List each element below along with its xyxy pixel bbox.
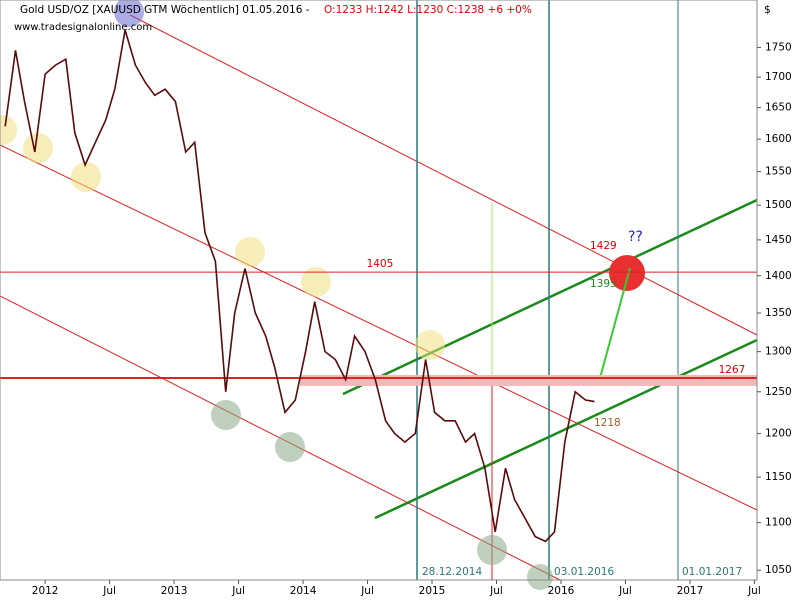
y-tick-label: 1500 [765, 199, 792, 211]
watermark: www.tradesignalonline.com [14, 22, 152, 33]
y-tick-label: 1100 [765, 517, 792, 529]
annotation: 1395 [590, 278, 617, 290]
x-tick-label: 2012 [32, 585, 59, 597]
x-tick-label: Jul [489, 585, 503, 597]
annotation: 1429 [590, 240, 617, 252]
date-label: 01.01.2017 [682, 566, 742, 578]
circle [23, 133, 53, 163]
circle [71, 162, 101, 192]
y-tick-label: 1600 [765, 133, 792, 145]
x-tick-label: Jul [360, 585, 374, 597]
y-tick-label: 1350 [765, 307, 792, 319]
x-tick-label: 2016 [548, 585, 575, 597]
y-tick-label: 1050 [765, 564, 792, 576]
x-tick-label: Jul [102, 585, 116, 597]
y-tick-label: 1650 [765, 102, 792, 114]
circle [477, 535, 507, 565]
x-tick-label: 2013 [161, 585, 188, 597]
x-tick-label: 2015 [419, 585, 446, 597]
green-channel-upper [342, 198, 758, 396]
circle [211, 400, 241, 430]
highlight-circles [0, 0, 553, 590]
x-tick-label: Jul [231, 585, 245, 597]
currency: $ [764, 4, 771, 16]
chart-title: Gold USD/OZ [XAUUSD GTM Wöchentlich] 01.… [20, 4, 310, 16]
red-channel-upper [129, 14, 758, 336]
level-label: 1405 [367, 258, 394, 270]
x-tick-label: 2014 [290, 585, 317, 597]
circle [527, 564, 553, 590]
y-tick-label: 1400 [765, 270, 792, 282]
circle [235, 237, 265, 267]
price-line [4, 29, 595, 543]
x-tick-label: 2017 [677, 585, 704, 597]
x-tick-label: Jul [747, 585, 761, 597]
y-tick-label: 1750 [765, 41, 792, 53]
level-band [300, 374, 757, 386]
y-tick-label: 1250 [765, 386, 792, 398]
circle [275, 432, 305, 462]
y-tick-label: 1300 [765, 346, 792, 358]
circle [0, 115, 17, 145]
plot-frame [0, 0, 758, 581]
red-channel-middle [0, 144, 758, 511]
y-tick-label: 1450 [765, 234, 792, 246]
level-label: 1267 [719, 364, 746, 376]
y-tick-label: 1200 [765, 428, 792, 440]
arrow [599, 267, 631, 379]
annotation: 1218 [594, 417, 621, 429]
green-channel-lower [374, 338, 758, 520]
annotation: ?? [628, 229, 643, 245]
date-label: 03.01.2016 [554, 566, 614, 578]
quote: O:1233 H:1242 L:1230 C:1238 +6 +0% [324, 4, 532, 16]
y-tick-label: 1150 [765, 471, 792, 483]
y-tick-label: 1700 [765, 71, 792, 83]
trend-lines [0, 0, 758, 581]
target-circle [609, 255, 645, 291]
x-tick-label: Jul [618, 585, 632, 597]
date-label: 28.12.2014 [422, 566, 482, 578]
circle [301, 267, 331, 297]
y-tick-label: 1550 [765, 166, 792, 178]
circle [415, 330, 445, 360]
circle [114, 0, 144, 27]
